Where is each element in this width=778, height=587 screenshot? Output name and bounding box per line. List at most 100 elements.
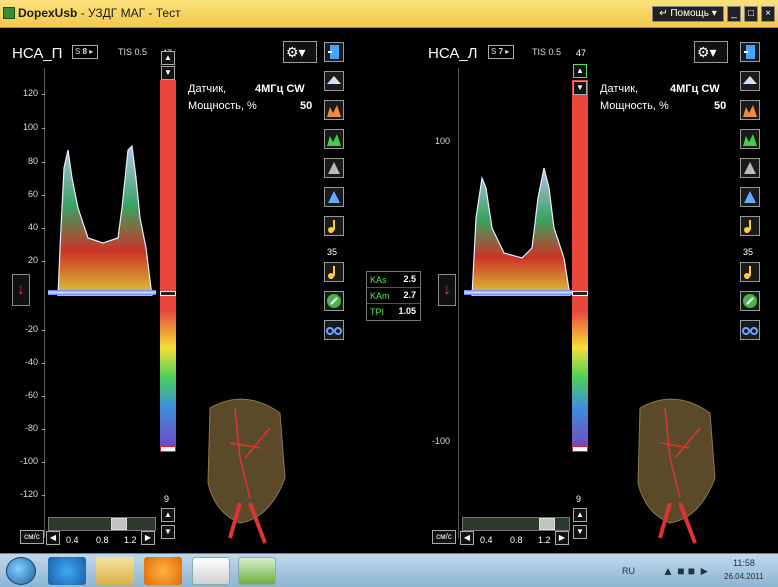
sensor-label: Датчик, [188, 83, 227, 95]
axis-tick-label: -60 [24, 390, 38, 400]
settings-wrench-button[interactable]: ⚙▾ [283, 41, 317, 63]
scale-up-button[interactable]: ▲ [161, 51, 175, 65]
time-scroll-thumb[interactable] [539, 518, 555, 530]
time-scroll-thumb[interactable] [111, 518, 127, 530]
time-prev-button[interactable]: ◀ [46, 531, 60, 545]
scale-bottom-label: 9 [576, 494, 582, 504]
beam-icon[interactable] [324, 187, 344, 207]
sensor-value: 4МГц CW [670, 83, 720, 95]
scale-top-label: 47 [576, 48, 587, 58]
close-button[interactable]: × [761, 6, 775, 22]
flow-direction-button[interactable]: ↓ [12, 274, 30, 306]
clock-date[interactable]: 26.04.2011 [724, 572, 764, 581]
record-tape-icon[interactable] [740, 320, 760, 340]
maximize-button[interactable]: □ [744, 6, 758, 22]
title-suffix: - УЗДГ МАГ - Тест [80, 6, 181, 20]
doppler-spectrum [57, 144, 153, 297]
tray-network-icon[interactable]: ▲ ■ ■ ► [662, 564, 711, 578]
scale-down-button[interactable]: ▼ [161, 66, 175, 80]
stat-value: 1.05 [398, 306, 416, 316]
settings-wrench-button[interactable]: ⚙▾ [694, 41, 728, 63]
scale-up-button[interactable]: ▲ [573, 64, 587, 78]
axis-tick-label: -80 [24, 423, 38, 433]
clock-time[interactable]: 11:58 [733, 558, 755, 568]
time-scale-label: 1.2 [538, 535, 551, 545]
spectrum-baseline [48, 290, 156, 295]
gain-up-button[interactable]: ▲ [573, 508, 587, 522]
spin-value: 7 [498, 47, 504, 56]
start-button[interactable] [6, 557, 36, 585]
color-scale-marker[interactable] [160, 291, 176, 296]
time-scale-label: 0.8 [510, 535, 523, 545]
sound-up-icon[interactable] [324, 216, 344, 236]
axis-tick-label: -20 [24, 324, 38, 334]
gain-down-button[interactable]: ▼ [161, 525, 175, 539]
velocity-axis [458, 68, 459, 538]
spectrum-mode-icon[interactable] [324, 100, 344, 120]
axis-tick [42, 162, 45, 163]
time-scale-label: 0.4 [480, 535, 493, 545]
folder-taskbar-icon[interactable] [96, 557, 134, 585]
sound-down-icon[interactable] [324, 262, 344, 282]
time-scale-label: 0.8 [96, 535, 109, 545]
time-scroll-track[interactable] [462, 517, 570, 531]
compass-icon[interactable] [740, 291, 760, 311]
taskbar: RU ▲ ■ ■ ► 11:58 26.04.2011 [0, 553, 778, 587]
time-scroll-track[interactable] [48, 517, 156, 531]
sample-depth-spinner[interactable]: S 7 ▸ [488, 45, 514, 59]
probe-icon[interactable] [740, 71, 760, 91]
record-tape-icon[interactable] [324, 320, 344, 340]
axis-tick-label: 40 [27, 222, 38, 232]
probe-icon[interactable] [324, 71, 344, 91]
spin-value: 8 [82, 47, 88, 56]
sound-level-label: 35 [327, 247, 338, 257]
units-button[interactable]: см/с [20, 530, 44, 544]
cone-icon[interactable] [740, 158, 760, 178]
gain-down-button[interactable]: ▼ [573, 525, 587, 539]
color-scale-marker[interactable] [572, 291, 588, 296]
stat-value: 2.7 [403, 290, 416, 300]
axis-tick [42, 429, 45, 430]
exit-door-icon[interactable] [740, 42, 760, 62]
gain-up-button[interactable]: ▲ [161, 508, 175, 522]
units-button[interactable]: см/с [432, 530, 456, 544]
compass-icon[interactable] [324, 291, 344, 311]
app-icon [3, 7, 15, 19]
scale-down-button[interactable]: ▼ [573, 81, 587, 95]
tis-indicator: TIS 0.5 [532, 47, 562, 57]
power-value: 50 [300, 100, 313, 112]
time-next-button[interactable]: ▶ [555, 531, 569, 545]
sound-up-icon[interactable] [740, 216, 760, 236]
stat-name: TPI [370, 307, 385, 317]
spectrum-envelope-icon[interactable] [740, 129, 760, 149]
channel-title: НСА_П [12, 45, 63, 62]
color-scale-bar [572, 80, 588, 452]
language-indicator[interactable]: RU [622, 566, 635, 576]
spectrum-mode-icon[interactable] [740, 100, 760, 120]
dopex-taskbar-icon[interactable] [238, 557, 276, 585]
exit-door-icon[interactable] [324, 42, 344, 62]
flow-direction-button[interactable]: ↓ [438, 274, 456, 306]
cone-icon[interactable] [324, 158, 344, 178]
spectrum-envelope-icon[interactable] [324, 129, 344, 149]
time-next-button[interactable]: ▶ [141, 531, 155, 545]
stat-value: 2.5 [403, 274, 416, 284]
color-scale-bottom-marker[interactable] [572, 446, 588, 452]
color-scale-bottom-marker[interactable] [160, 446, 176, 452]
time-prev-button[interactable]: ◀ [460, 531, 474, 545]
right-channel-panel: НСА_Л S 7 ▸ TIS 0.5 47 100 -100 ↓ ▲ ▼ 9 … [410, 28, 778, 553]
axis-tick-label: 100 [22, 122, 38, 132]
media-taskbar-icon[interactable] [144, 557, 182, 585]
axis-tick-label: -40 [24, 357, 38, 367]
axis-tick [42, 128, 45, 129]
beam-icon[interactable] [740, 187, 760, 207]
sample-depth-spinner[interactable]: S 8 ▸ [72, 45, 98, 59]
help-button[interactable]: ↵ Помощь ▾ [652, 6, 724, 22]
title-bar: DopexUsb - УЗДГ МАГ - Тест ↵ Помощь ▾ _ … [0, 0, 778, 28]
stat-row: KAs 2.5 [367, 272, 420, 288]
app-taskbar-icon[interactable] [192, 557, 230, 585]
minimize-button[interactable]: _ [727, 6, 741, 22]
axis-tick [42, 94, 45, 95]
sound-down-icon[interactable] [740, 262, 760, 282]
browser-taskbar-icon[interactable] [48, 557, 86, 585]
